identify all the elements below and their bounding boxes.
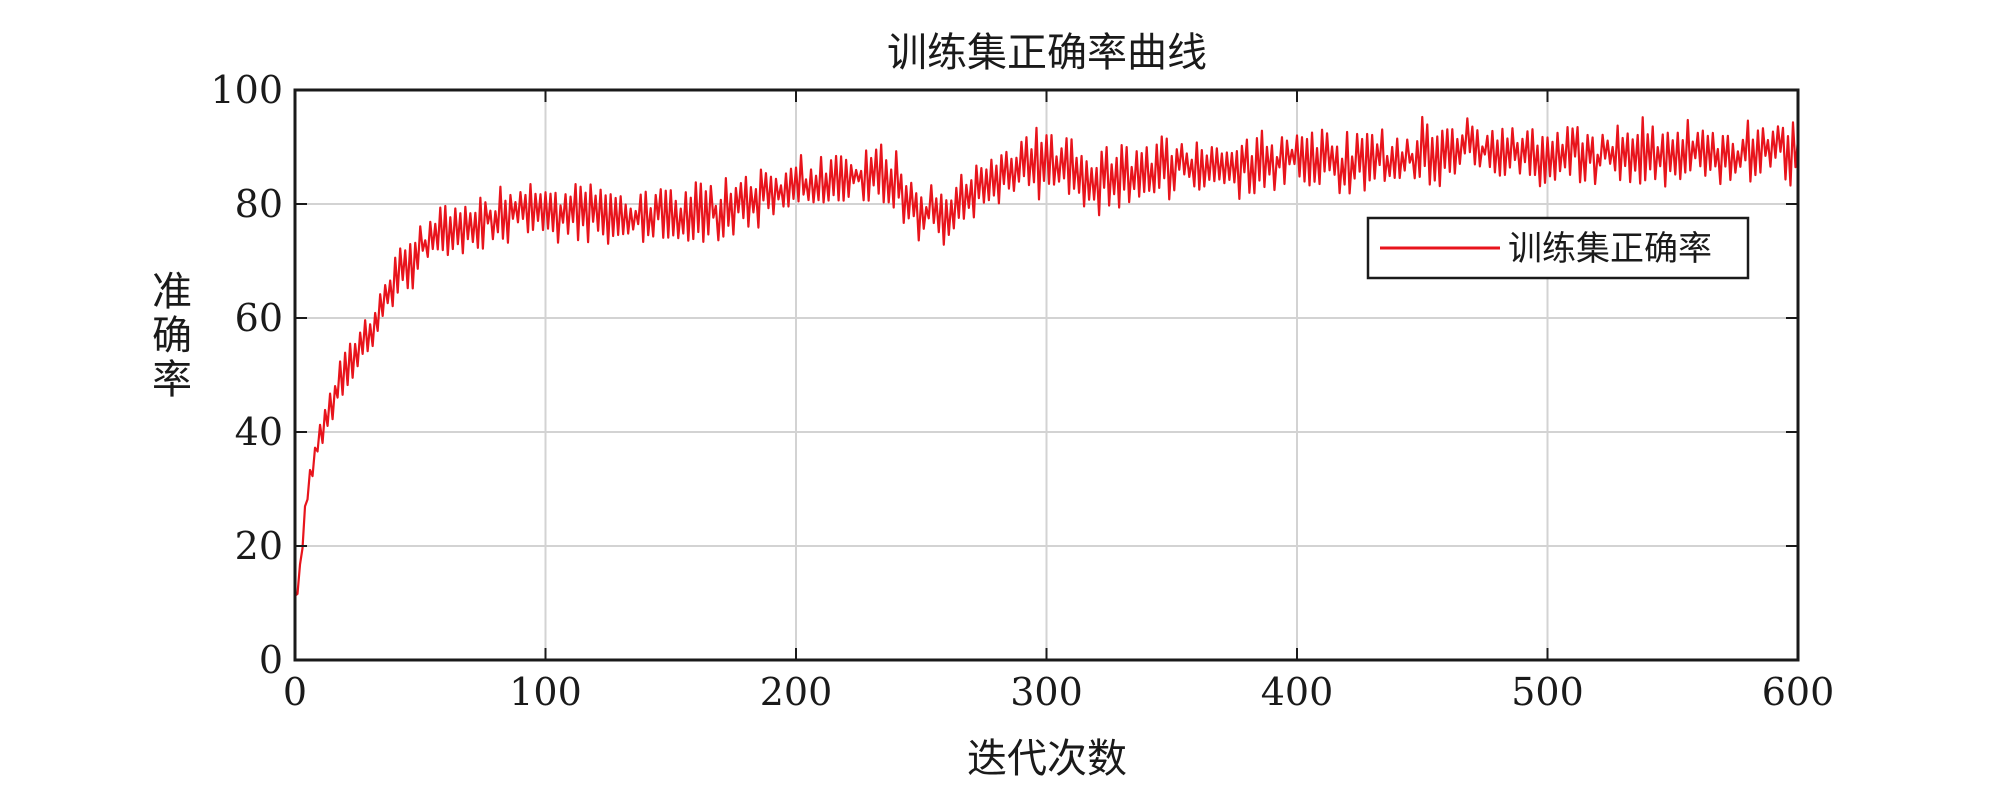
y-tick-label: 60 xyxy=(235,296,283,340)
series-line xyxy=(294,115,1800,597)
y-axis-label: 准确率 xyxy=(152,269,192,403)
x-tick-label: 200 xyxy=(760,670,833,714)
grid xyxy=(295,90,1798,660)
x-tick-label: 0 xyxy=(283,670,307,714)
x-axis-label: 迭代次数 xyxy=(967,736,1127,782)
y-tick-label: 40 xyxy=(235,410,283,454)
y-axis-label-char: 率 xyxy=(152,357,192,403)
x-tick-label: 100 xyxy=(509,670,582,714)
y-tick-label: 100 xyxy=(210,68,283,112)
x-tick-label: 400 xyxy=(1261,670,1334,714)
y-tick-label: 20 xyxy=(235,524,283,568)
legend-label: 训练集正确率 xyxy=(1508,229,1712,269)
chart-title: 训练集正确率曲线 xyxy=(887,30,1207,76)
y-tick-label: 0 xyxy=(259,638,283,682)
legend: 训练集正确率 xyxy=(1366,216,1750,280)
y-axis-label-char: 确 xyxy=(152,313,192,359)
series-layer xyxy=(294,115,1800,597)
y-axis-label-char: 准 xyxy=(152,269,192,315)
x-tick-label: 300 xyxy=(1010,670,1083,714)
x-tick-label: 600 xyxy=(1762,670,1835,714)
y-tick-label: 80 xyxy=(235,182,283,226)
ticks: 0 100 200 300 400 500 600 0 20 40 60 80 100 xyxy=(210,68,1834,714)
x-tick-label: 500 xyxy=(1511,670,1584,714)
